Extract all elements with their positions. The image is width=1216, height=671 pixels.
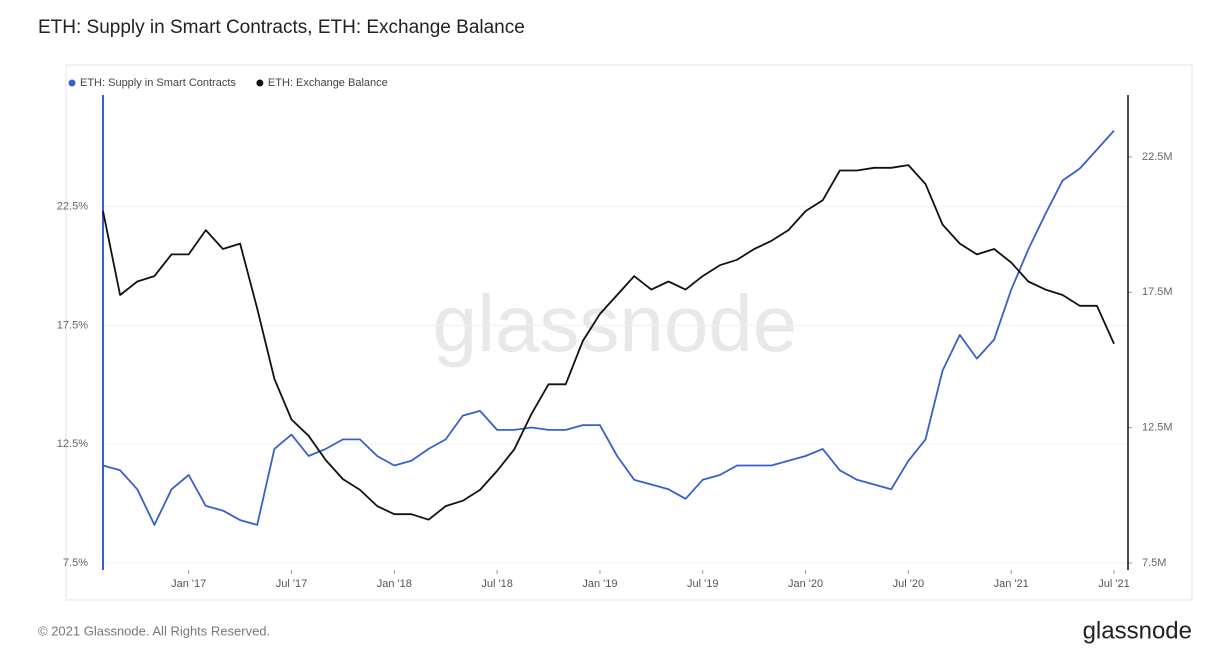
x-tick-label: Jan '21 [994,578,1029,590]
y2-tick-label: 12.5M [1142,422,1173,434]
y-tick-label: 7.5% [63,557,88,569]
x-tick-label: Jan '19 [582,578,617,590]
x-tick-label: Jul '17 [276,578,307,590]
series-line [102,164,1115,521]
legend-marker [256,79,264,87]
y-tick-label: 17.5% [57,319,88,331]
y2-tick-label: 7.5M [1142,557,1166,569]
legend-marker [68,79,76,87]
legend-label: ETH: Supply in Smart Contracts [80,77,236,89]
legend-label: ETH: Exchange Balance [268,77,388,89]
y-tick-label: 22.5% [57,201,88,213]
x-tick-label: Jul '19 [687,578,718,590]
y2-tick-label: 22.5M [1142,151,1173,163]
x-tick-label: Jan '18 [377,578,412,590]
series-line [102,129,1115,526]
y2-tick-label: 17.5M [1142,286,1173,298]
chart-frame [65,64,1193,601]
x-tick-label: Jan '17 [171,578,206,590]
x-tick-label: Jul '21 [1098,578,1129,590]
x-tick-label: Jul '18 [481,578,512,590]
footer: © 2021 Glassnode. All Rights Reserved. [38,623,270,638]
y-tick-label: 12.5% [57,438,88,450]
x-tick-label: Jan '20 [788,578,823,590]
x-tick-label: Jul '20 [893,578,924,590]
brand-logo: glassnode [1083,617,1192,644]
chart-title: ETH: Supply in Smart Contracts, ETH: Exc… [38,17,525,38]
watermark: glassnode [433,279,798,368]
